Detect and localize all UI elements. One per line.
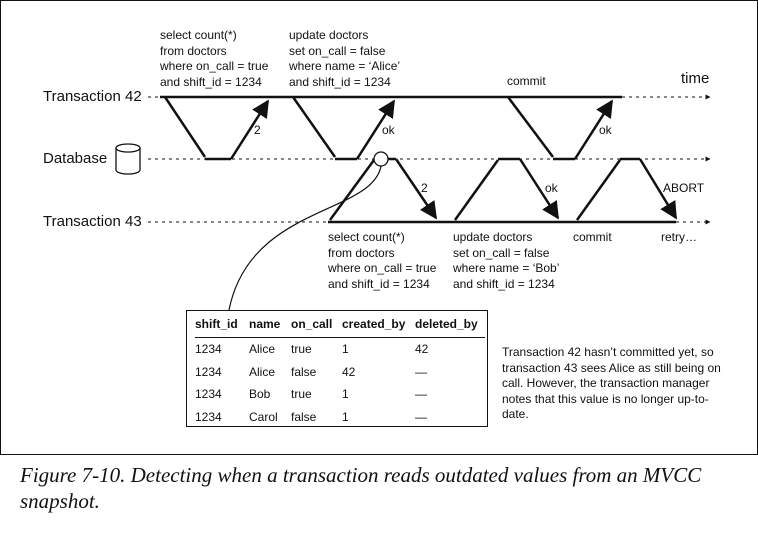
cell-on-call: true	[291, 342, 312, 357]
cell-shift-id: 1234	[195, 387, 222, 402]
table-row: 1234 Bob true 1 —	[195, 383, 485, 406]
callout-connector	[228, 165, 382, 311]
tx42-update-query: update doctors set on_call = false where n…	[289, 28, 401, 89]
tx43-update-ok: ok	[545, 181, 558, 195]
cell-on-call: true	[291, 387, 312, 402]
tx43-abort-label: ABORT	[663, 181, 705, 195]
tx43-update-query: update doctors set on_call = false where n…	[453, 230, 560, 291]
tx42-commit-ok: ok	[599, 123, 612, 137]
cell-name: Alice	[249, 342, 276, 357]
figure-caption: Figure 7-10. Detecting when a transactio…	[20, 463, 702, 513]
tx43-read-query: select count(*) from doctors where on_call…	[328, 230, 437, 291]
cell-created-by: 1	[342, 409, 349, 424]
table-header-row: shift_id name on_call created_by deleted…	[195, 311, 485, 338]
tx42-label: Transaction 42	[43, 88, 142, 105]
tx43-label: Transaction 43	[43, 213, 142, 230]
time-axis-label: time	[681, 70, 710, 87]
tx42-read-request-arrow	[163, 96, 207, 158]
table-row: 1234 Alice false 42 —	[195, 361, 485, 384]
tx42-read-query: select count(*) from doctors where on_call…	[160, 28, 269, 89]
tx42-update-request-arrow	[291, 96, 337, 158]
tx42-commit-response-arrow	[573, 99, 614, 160]
cell-shift-id: 1234	[195, 409, 222, 424]
cell-on-call: false	[291, 409, 317, 424]
col-header-name: name	[249, 311, 291, 338]
tx42-update-response-arrow	[355, 99, 396, 160]
tx43-abort-response-arrow	[638, 158, 678, 220]
explanation-note: Transaction 42 hasn’t committed yet, so …	[502, 345, 721, 421]
tx43-update-request-arrow	[453, 159, 500, 221]
tx43-update-response-arrow	[518, 158, 560, 220]
stale-read-marker	[373, 151, 389, 167]
cell-on-call: false	[291, 364, 317, 379]
tx43-commit-label: commit	[573, 230, 612, 244]
cell-deleted-by: —	[415, 409, 427, 424]
database-label: Database	[43, 150, 108, 167]
cell-name: Bob	[249, 387, 271, 402]
col-header-on-call: on_call	[291, 311, 342, 338]
cell-shift-id: 1234	[195, 364, 222, 379]
cell-deleted-by: —	[415, 364, 427, 379]
cell-created-by: 1	[342, 342, 349, 357]
cell-deleted-by: —	[415, 387, 427, 402]
tx42-commit-label: commit	[507, 74, 546, 88]
col-header-deleted-by: deleted_by	[415, 311, 485, 338]
tx43-commit-request-arrow	[575, 159, 622, 221]
cell-created-by: 42	[342, 364, 356, 379]
tx42-read-response-arrow	[229, 99, 270, 160]
cell-deleted-by: 42	[415, 342, 429, 357]
table-row: 1234 Alice true 1 42	[195, 338, 485, 361]
col-header-shift-id: shift_id	[195, 311, 249, 338]
database-icon	[115, 143, 141, 175]
cell-name: Alice	[249, 364, 276, 379]
tx42-count-result: 2	[254, 123, 261, 137]
cell-shift-id: 1234	[195, 342, 222, 357]
cell-name: Carol	[249, 409, 278, 424]
table-row: 1234 Carol false 1 —	[195, 406, 485, 429]
tx43-read-response-arrow	[394, 158, 438, 220]
tx43-count-result: 2	[421, 181, 428, 195]
tx43-retry-label: retry…	[661, 230, 697, 244]
mvcc-row-versions-table: shift_id name on_call created_by deleted…	[186, 310, 488, 427]
tx42-commit-request-arrow	[507, 96, 554, 158]
tx42-update-ok: ok	[382, 123, 395, 137]
col-header-created-by: created_by	[342, 311, 415, 338]
cell-created-by: 1	[342, 387, 349, 402]
tx43-read-request-arrow	[328, 159, 376, 221]
